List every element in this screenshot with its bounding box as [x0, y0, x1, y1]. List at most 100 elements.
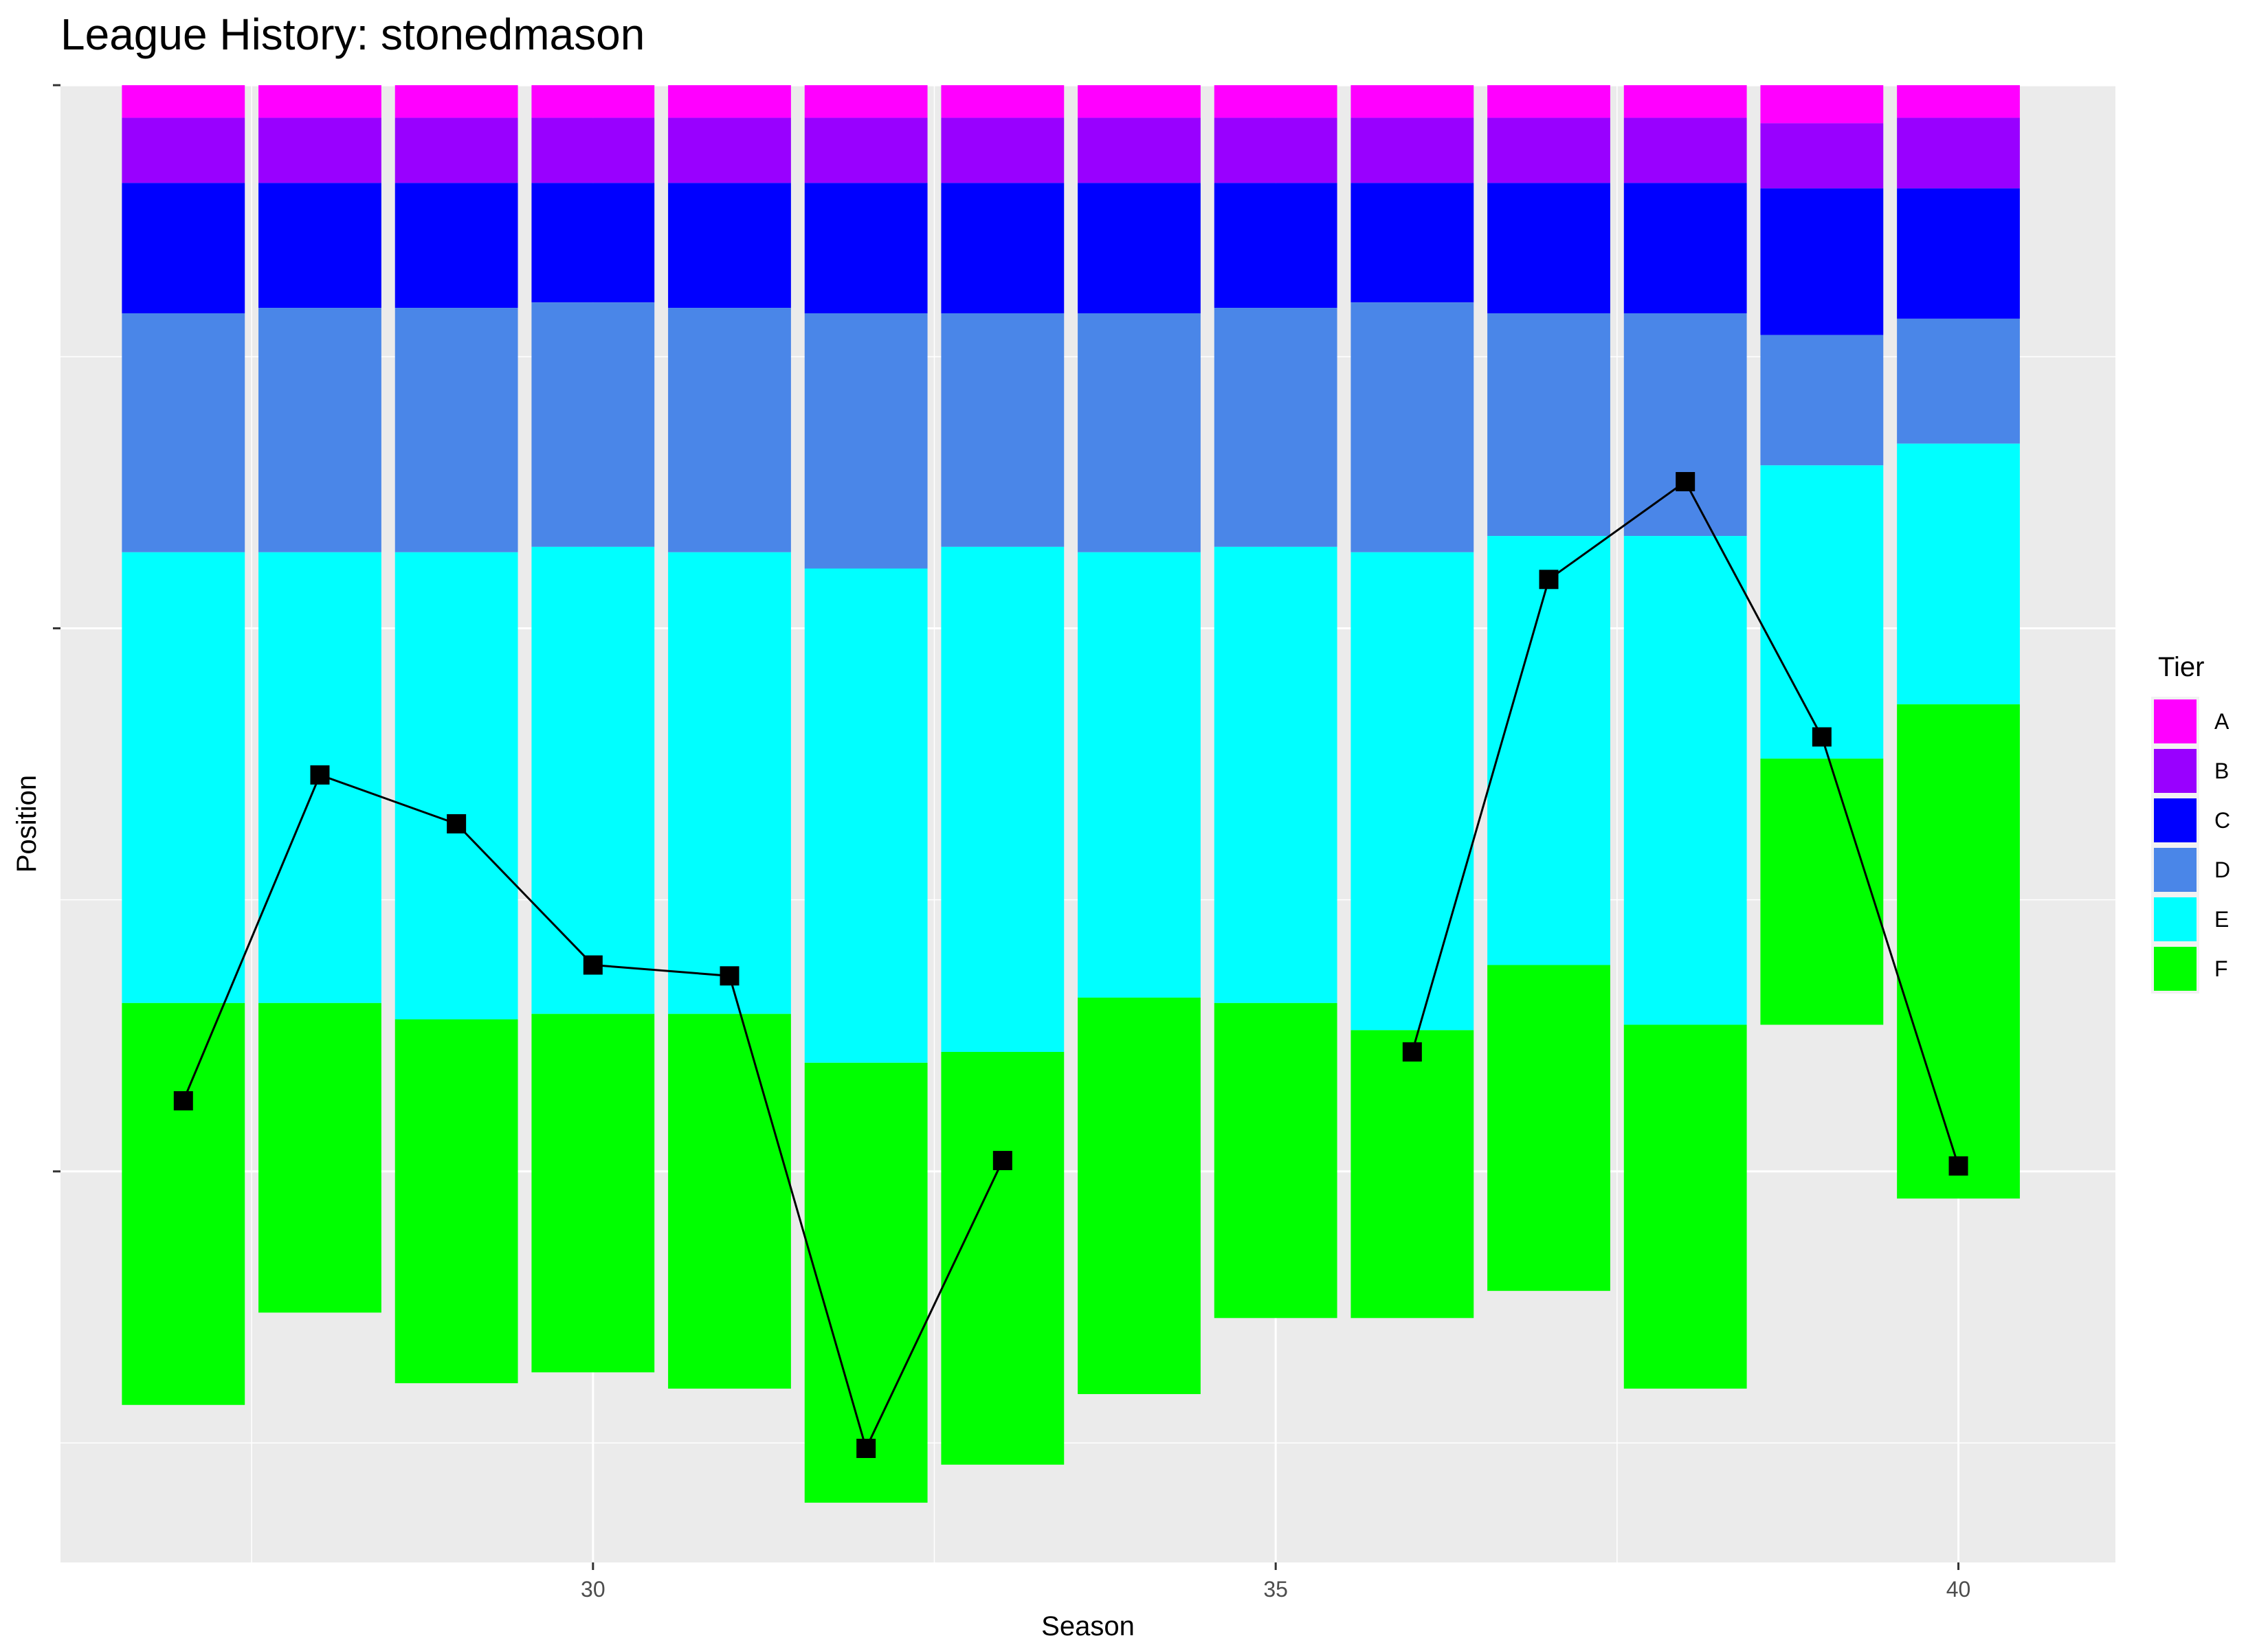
position-marker-season-38 — [1676, 472, 1696, 492]
bar-d-season-31 — [668, 308, 791, 552]
legend-label-c: C — [2214, 808, 2230, 833]
bar-f-season-27 — [122, 1002, 245, 1405]
bar-f-season-33 — [941, 1051, 1065, 1465]
x-tick-label: 35 — [1263, 1577, 1288, 1602]
bar-f-season-30 — [531, 1013, 655, 1373]
bar-b-season-27 — [122, 117, 245, 183]
bar-c-season-31 — [668, 183, 791, 309]
bar-d-season-38 — [1623, 313, 1747, 537]
bar-d-season-33 — [941, 313, 1065, 547]
bar-d-season-37 — [1487, 313, 1610, 537]
bar-c-season-32 — [804, 183, 928, 313]
bar-a-season-29 — [394, 85, 518, 118]
position-marker-season-40 — [1948, 1156, 1968, 1176]
bar-a-season-27 — [122, 85, 245, 118]
bar-b-season-33 — [941, 117, 1065, 183]
bar-a-season-30 — [531, 85, 655, 118]
bar-e-season-39 — [1760, 465, 1884, 759]
x-tick-label: 30 — [581, 1577, 605, 1602]
bar-d-season-30 — [531, 302, 655, 547]
bar-e-season-29 — [394, 552, 518, 1020]
bar-b-season-29 — [394, 117, 518, 183]
position-marker-season-29 — [447, 814, 467, 833]
bar-d-season-28 — [258, 308, 381, 552]
bar-a-season-35 — [1214, 85, 1337, 118]
position-marker-season-36 — [1402, 1042, 1422, 1062]
legend-label-e: E — [2214, 907, 2229, 932]
bar-b-season-39 — [1760, 123, 1884, 189]
bar-c-season-33 — [941, 183, 1065, 313]
legend-swatch-c — [2154, 798, 2197, 842]
bar-b-season-35 — [1214, 117, 1337, 183]
bar-d-season-36 — [1350, 302, 1474, 552]
bar-a-season-36 — [1350, 85, 1474, 118]
bar-a-season-37 — [1487, 85, 1610, 118]
position-line — [173, 472, 1968, 1459]
bar-f-season-38 — [1623, 1024, 1747, 1389]
bar-b-season-38 — [1623, 117, 1747, 183]
bar-b-season-40 — [1897, 117, 2020, 189]
legend-swatch-a — [2154, 699, 2197, 743]
bar-e-season-31 — [668, 552, 791, 1014]
bar-e-season-32 — [804, 568, 928, 1063]
bar-e-season-30 — [531, 546, 655, 1014]
bar-f-season-32 — [804, 1062, 928, 1503]
chart-title: League History: stonedmason — [60, 10, 645, 59]
bar-a-season-34 — [1078, 85, 1201, 118]
bar-e-season-34 — [1078, 552, 1201, 998]
legend-swatch-b — [2154, 749, 2197, 793]
bar-b-season-32 — [804, 117, 928, 183]
bar-d-season-32 — [804, 313, 928, 569]
bar-b-season-34 — [1078, 117, 1201, 183]
bar-b-season-36 — [1350, 117, 1474, 183]
legend-swatch-e — [2154, 897, 2197, 941]
bar-c-season-34 — [1078, 183, 1201, 313]
bar-c-season-35 — [1214, 183, 1337, 309]
bar-d-season-27 — [122, 313, 245, 552]
legend-label-d: D — [2214, 857, 2230, 882]
bar-f-season-39 — [1760, 759, 1884, 1025]
legend-swatch-d — [2154, 848, 2197, 892]
bar-e-season-27 — [122, 552, 245, 1003]
bar-c-season-27 — [122, 183, 245, 313]
x-axis-title: Season — [1041, 1611, 1135, 1641]
bar-e-season-35 — [1214, 546, 1337, 1003]
bar-e-season-33 — [941, 546, 1065, 1052]
position-marker-season-30 — [583, 955, 603, 975]
bar-f-season-37 — [1487, 965, 1610, 1291]
legend-label-b: B — [2214, 759, 2229, 783]
bar-f-season-31 — [668, 1013, 791, 1389]
bar-b-season-31 — [668, 117, 791, 183]
bar-a-season-33 — [941, 85, 1065, 118]
bar-b-season-30 — [531, 117, 655, 183]
bar-f-season-35 — [1214, 1002, 1337, 1319]
bar-f-season-40 — [1897, 704, 2020, 1199]
bar-c-season-37 — [1487, 183, 1610, 313]
position-marker-season-27 — [173, 1091, 193, 1111]
bar-e-season-37 — [1487, 536, 1610, 965]
bar-c-season-40 — [1897, 188, 2020, 319]
legend-label-a: A — [2214, 709, 2230, 734]
y-axis-ticks — [53, 84, 60, 1173]
bar-e-season-40 — [1897, 443, 2020, 705]
bar-d-season-40 — [1897, 318, 2020, 444]
tier-bars — [122, 85, 2020, 1503]
bar-f-season-29 — [394, 1019, 518, 1384]
bar-b-season-37 — [1487, 117, 1610, 183]
position-marker-season-33 — [992, 1151, 1012, 1171]
legend-title: Tier — [2158, 652, 2204, 682]
position-marker-season-32 — [856, 1439, 876, 1459]
x-axis-tick-labels: 30 35 40 — [581, 1577, 1970, 1602]
bar-d-season-39 — [1760, 335, 1884, 466]
bar-c-season-28 — [258, 183, 381, 309]
bar-e-season-36 — [1350, 552, 1474, 1031]
bar-d-season-29 — [394, 308, 518, 552]
bar-c-season-38 — [1623, 183, 1747, 313]
bar-d-season-34 — [1078, 313, 1201, 552]
bar-c-season-29 — [394, 183, 518, 309]
x-tick-label: 40 — [1946, 1577, 1971, 1602]
bar-a-season-38 — [1623, 85, 1747, 118]
